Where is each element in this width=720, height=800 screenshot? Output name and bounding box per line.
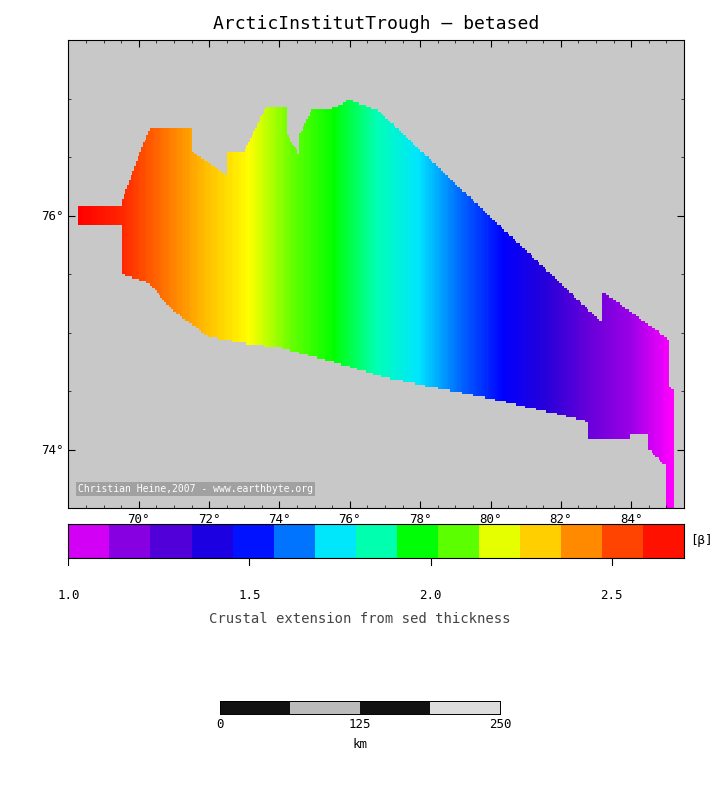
Bar bbox=[220, 701, 289, 714]
Bar bbox=[520, 524, 561, 558]
Text: 1.0: 1.0 bbox=[57, 589, 80, 602]
Text: 0: 0 bbox=[216, 718, 223, 731]
Bar bbox=[643, 524, 684, 558]
Text: km: km bbox=[353, 738, 367, 750]
Text: 2.5: 2.5 bbox=[600, 589, 623, 602]
Text: [β]: [β] bbox=[690, 534, 712, 547]
Bar bbox=[561, 524, 602, 558]
Bar bbox=[233, 524, 274, 558]
Bar bbox=[479, 524, 520, 558]
Text: 125: 125 bbox=[348, 718, 372, 731]
Bar bbox=[274, 524, 315, 558]
Text: 250: 250 bbox=[489, 718, 512, 731]
Text: Christian Heine,2007 - www.earthbyte.org: Christian Heine,2007 - www.earthbyte.org bbox=[78, 484, 312, 494]
Bar bbox=[192, 524, 233, 558]
Bar bbox=[289, 701, 360, 714]
Text: Crustal extension from sed thickness: Crustal extension from sed thickness bbox=[210, 612, 510, 626]
Bar bbox=[397, 524, 438, 558]
Title: ArcticInstitutTrough – betased: ArcticInstitutTrough – betased bbox=[213, 15, 539, 33]
Bar bbox=[356, 524, 397, 558]
Bar bbox=[150, 524, 192, 558]
Bar bbox=[438, 524, 479, 558]
Text: 1.5: 1.5 bbox=[238, 589, 261, 602]
Bar bbox=[68, 524, 109, 558]
Text: 2.0: 2.0 bbox=[419, 589, 442, 602]
Bar bbox=[315, 524, 356, 558]
Bar bbox=[431, 701, 500, 714]
Bar bbox=[109, 524, 150, 558]
Bar bbox=[360, 701, 431, 714]
Bar bbox=[602, 524, 643, 558]
